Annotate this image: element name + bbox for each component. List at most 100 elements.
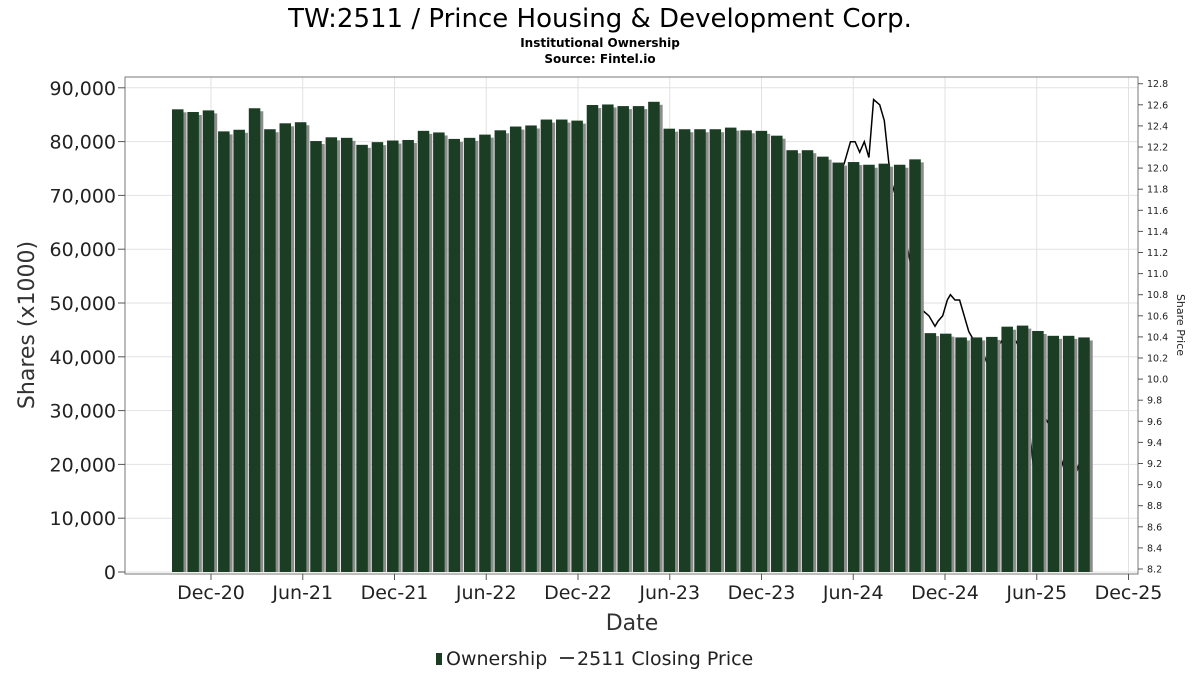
- y2-tick-label: 9.4: [1147, 438, 1162, 449]
- ownership-bar: [233, 129, 248, 573]
- ownership-bar-body: [1062, 335, 1075, 572]
- ownership-bar: [402, 139, 417, 572]
- ownership-bar-body: [509, 126, 522, 572]
- ownership-bar: [694, 129, 709, 572]
- ownership-bar: [970, 337, 986, 572]
- y-tick-label: 30,000: [50, 401, 116, 423]
- ownership-bar: [740, 130, 755, 572]
- ownership-bar: [617, 106, 632, 572]
- y2-tick-label: 12.8: [1147, 79, 1168, 90]
- x-tick-label: Jun-22: [455, 582, 517, 604]
- legend-ownership-label: Ownership: [446, 648, 547, 670]
- y-tick-label: 10,000: [50, 508, 116, 530]
- ownership-bar: [940, 333, 955, 572]
- x-tick-label: Jun-23: [638, 582, 700, 604]
- ownership-bar-body: [371, 142, 384, 572]
- legend-price-label: 2511 Closing Price: [577, 648, 753, 670]
- ownership-bar: [509, 126, 525, 572]
- y-tick-label: 90,000: [50, 78, 116, 100]
- ownership-bar-body: [187, 112, 199, 572]
- x-tick-label: Dec-23: [728, 582, 796, 604]
- ownership-bar-body: [325, 137, 338, 572]
- ownership-bar: [801, 150, 817, 572]
- y2-tick-label: 8.2: [1147, 565, 1162, 576]
- y2-tick-label: 10.2: [1147, 354, 1168, 365]
- ownership-bar-body: [463, 137, 476, 573]
- ownership-bar-body: [1078, 337, 1090, 572]
- ownership-bar: [1032, 330, 1047, 572]
- x-axis-ticks: Dec-20 Jun-21 Dec-21 Jun-22 Dec-22 Jun-23 Dec-…: [177, 574, 1162, 604]
- ownership-bar: [356, 144, 371, 572]
- ownership-bar-body: [448, 138, 460, 572]
- ownership-bar: [724, 127, 740, 572]
- ownership-bar-body: [1016, 325, 1029, 572]
- ownership-bar-body: [617, 106, 629, 572]
- ownership-bar-body: [402, 139, 414, 572]
- ownership-bar: [540, 119, 556, 573]
- y2-tick-label: 12.4: [1147, 121, 1168, 132]
- ownership-bar-body: [663, 128, 676, 573]
- ownership-bar-body: [786, 150, 798, 572]
- ownership-bar: [755, 130, 771, 572]
- ownership-bar: [847, 162, 863, 572]
- x-tick-label: Dec-21: [361, 582, 429, 604]
- ownership-bar: [525, 125, 540, 573]
- ownership-bar-body: [479, 134, 491, 572]
- ownership-bar: [1062, 335, 1078, 572]
- legend-ownership-swatch: [436, 653, 442, 665]
- ownership-bar: [479, 134, 494, 572]
- ownership-bar: [310, 141, 325, 572]
- ownership-bar-body: [1047, 335, 1060, 572]
- ownership-bar-body: [924, 333, 937, 572]
- y2-tick-label: 11.8: [1147, 185, 1168, 196]
- ownership-bar-body: [678, 129, 691, 572]
- ownership-bar: [248, 108, 264, 572]
- ownership-bar: [786, 150, 801, 572]
- ownership-bar: [678, 129, 694, 572]
- ownership-bar: [878, 163, 894, 572]
- ownership-bar-body: [801, 150, 814, 572]
- x-tick-label: Dec-20: [177, 582, 245, 604]
- x-axis-label: Date: [606, 611, 659, 636]
- ownership-bar-body: [955, 337, 967, 572]
- chart-source: Source: Fintel.io: [544, 52, 655, 66]
- ownership-bar-body: [909, 159, 921, 572]
- y-tick-label: 40,000: [50, 347, 116, 369]
- y-tick-label: 50,000: [50, 293, 116, 315]
- ownership-bar-body: [755, 130, 768, 572]
- ownership-bar-body: [202, 110, 215, 572]
- ownership-bar-body: [1001, 326, 1013, 572]
- y2-tick-label: 11.4: [1147, 227, 1168, 238]
- ownership-bar-body: [279, 123, 292, 573]
- x-tick-label: Dec-22: [544, 582, 612, 604]
- ownership-bar-body: [970, 337, 983, 572]
- ownership-bar: [663, 128, 679, 573]
- ownership-bar: [1078, 337, 1093, 572]
- ownership-bar-body: [586, 105, 599, 573]
- ownership-bar-body: [878, 163, 891, 572]
- y-axis-label: Shares (x1000): [15, 241, 40, 409]
- ownership-bar: [648, 101, 663, 573]
- ownership-bar: [417, 130, 433, 572]
- plot-frame: [124, 76, 1139, 575]
- ownership-bar: [556, 119, 571, 573]
- y2-tick-label: 9.2: [1147, 459, 1162, 470]
- ownership-bar-body: [525, 125, 537, 573]
- y2-tick-label: 12.6: [1147, 100, 1168, 111]
- ownership-bar: [632, 106, 648, 572]
- ownership-bar-body: [540, 119, 553, 573]
- y2-tick-label: 9.8: [1147, 396, 1162, 407]
- ownership-bar-body: [817, 156, 829, 572]
- ownership-bars: [172, 101, 1093, 573]
- ownership-bar-body: [340, 137, 353, 573]
- y2-tick-label: 10.4: [1147, 332, 1168, 343]
- ownership-bar-body: [571, 120, 583, 573]
- y-axis-ticks: 0 10,000 20,000 30,000 40,000 50,000 60,000 70,…: [50, 78, 125, 584]
- ownership-bar-body: [494, 130, 507, 572]
- ownership-bar: [1001, 326, 1016, 572]
- y2-axis-ticks: 8.2 8.4 8.6 8.8 9.0 9.2 9.4 9.6 9.8 10.0 10.2 10.4 1…: [1138, 79, 1168, 576]
- y2-axis-label: Share Price: [1174, 294, 1187, 356]
- ownership-bar: [924, 333, 940, 572]
- y2-tick-label: 11.2: [1147, 248, 1168, 259]
- ownership-bar: [448, 138, 463, 572]
